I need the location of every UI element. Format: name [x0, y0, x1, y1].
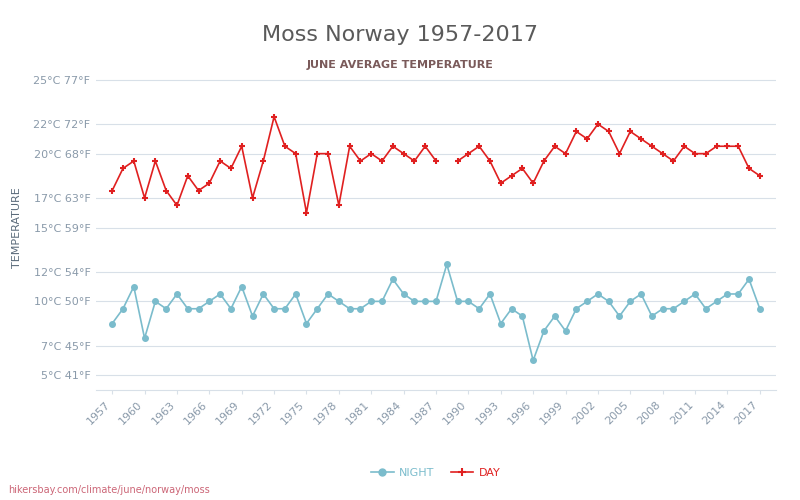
Y-axis label: TEMPERATURE: TEMPERATURE	[12, 187, 22, 268]
Text: hikersbay.com/climate/june/norway/moss: hikersbay.com/climate/june/norway/moss	[8, 485, 210, 495]
Text: Moss Norway 1957-2017: Moss Norway 1957-2017	[262, 25, 538, 45]
Legend: NIGHT, DAY: NIGHT, DAY	[367, 463, 505, 482]
Text: JUNE AVERAGE TEMPERATURE: JUNE AVERAGE TEMPERATURE	[306, 60, 494, 70]
